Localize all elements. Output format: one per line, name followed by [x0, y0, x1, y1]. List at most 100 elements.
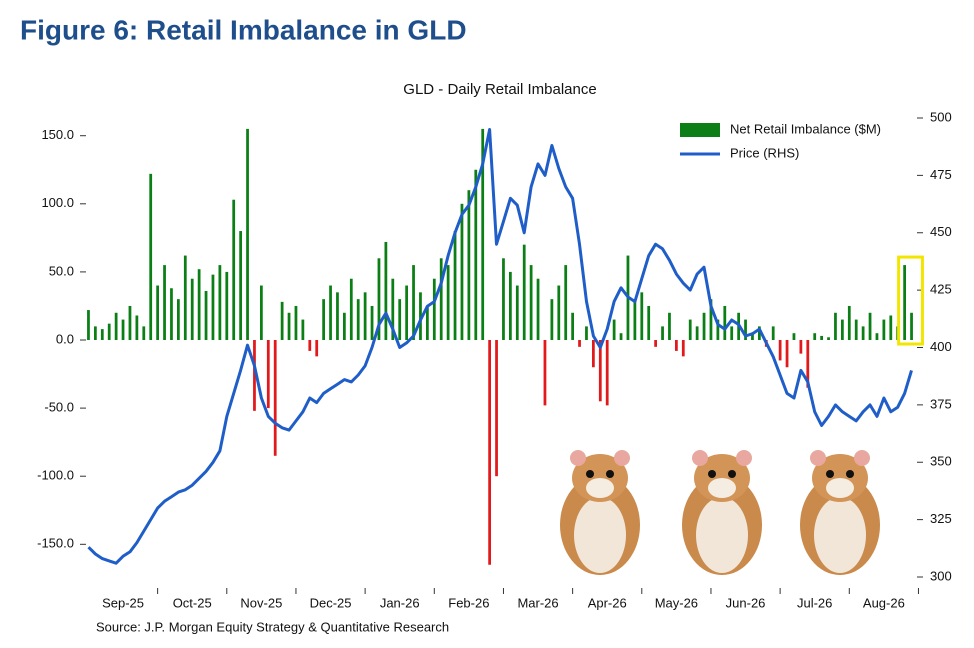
bar [688, 319, 692, 341]
bar [287, 312, 291, 341]
bar [820, 335, 824, 341]
bar [557, 285, 561, 341]
bar [149, 173, 153, 341]
bar [619, 333, 623, 341]
x-tick-label: Feb-26 [448, 595, 489, 610]
y-tick-label: 100.0 [41, 195, 74, 210]
y-tick-label: 50.0 [49, 263, 74, 278]
x-tick-label: Apr-26 [588, 595, 627, 610]
bar [156, 285, 160, 341]
legend-swatch [680, 123, 720, 137]
bar [744, 319, 747, 341]
bar [439, 258, 443, 341]
hamster-muzzle [826, 478, 854, 498]
bar [467, 190, 471, 341]
x-tick-label: Sep-25 [102, 595, 144, 610]
hamster-belly [696, 497, 748, 573]
hamster-ear [614, 450, 630, 466]
bar [861, 326, 865, 341]
bar [384, 241, 388, 341]
hamster-ear [692, 450, 708, 466]
bar [128, 305, 132, 341]
bar [834, 312, 837, 341]
y2-tick-label: 425 [930, 282, 952, 297]
bar [135, 315, 139, 341]
y2-tick-label: 300 [930, 568, 952, 583]
bar [356, 299, 360, 341]
y-tick-label: -150.0 [37, 536, 74, 551]
hamster-ear [570, 450, 586, 466]
bar [225, 271, 229, 341]
y-tick-label: 0.0 [56, 331, 74, 346]
bar [329, 285, 332, 341]
x-tick-label: Jan-26 [380, 595, 420, 610]
bar [218, 265, 222, 341]
bar [508, 271, 512, 341]
price-line [87, 128, 913, 565]
x-tick-label: Jun-26 [726, 595, 766, 610]
bar [121, 319, 125, 341]
bar [142, 326, 146, 341]
bar [377, 258, 381, 341]
bar [681, 340, 685, 357]
bar [460, 203, 464, 341]
bar [571, 312, 575, 341]
bar [605, 340, 609, 406]
bar [488, 340, 492, 565]
bar [543, 340, 547, 406]
hamster-eye [826, 470, 834, 478]
hamster-ear [810, 450, 826, 466]
bar [502, 258, 505, 341]
bar [591, 340, 595, 368]
bar [266, 340, 270, 409]
bar [163, 265, 166, 341]
y-tick-label: -100.0 [37, 468, 74, 483]
bar [315, 340, 319, 357]
bar [259, 285, 263, 341]
bar [868, 312, 872, 341]
hamster-eye [586, 470, 594, 478]
bar [564, 265, 568, 341]
bar [903, 265, 907, 341]
bar [515, 285, 519, 341]
bar [668, 312, 671, 341]
y-tick-label: -50.0 [44, 400, 74, 415]
bar [633, 299, 637, 341]
bar [391, 278, 395, 341]
bar [536, 278, 540, 341]
bar [170, 288, 173, 341]
bar [730, 326, 734, 341]
chart-title: GLD - Daily Retail Imbalance [403, 81, 596, 98]
bar [702, 312, 706, 341]
bar [336, 292, 339, 341]
bar [474, 169, 478, 341]
bar [211, 274, 215, 341]
bar [176, 299, 180, 341]
y-tick-label: 150.0 [41, 127, 74, 142]
bar [751, 333, 754, 341]
bar [709, 299, 713, 341]
bar [778, 340, 782, 361]
bar [640, 292, 644, 341]
bar [882, 319, 886, 341]
bar [757, 326, 761, 341]
hamster-belly [814, 497, 866, 573]
bar [495, 340, 498, 477]
legend-label: Net Retail Imbalance ($M) [730, 121, 881, 136]
bar [322, 299, 326, 341]
x-tick-label: Nov-25 [240, 595, 282, 610]
y2-tick-label: 500 [930, 109, 952, 124]
bar [910, 312, 913, 341]
bar [204, 290, 208, 341]
hamster-muzzle [586, 478, 614, 498]
highlight-box [897, 255, 924, 346]
bar [654, 340, 658, 347]
hamster-eye [728, 470, 736, 478]
bar [425, 305, 429, 341]
hamster-ear [854, 450, 870, 466]
legend-label: Price (RHS) [730, 145, 799, 160]
bar [453, 231, 457, 341]
bar [585, 326, 588, 341]
